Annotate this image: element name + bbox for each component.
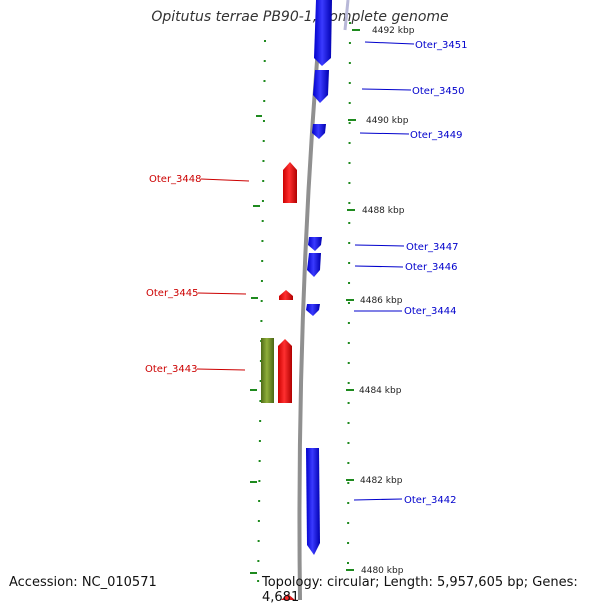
tick-4480: 4480 kbp <box>346 566 404 576</box>
gene-oter-3443[interactable] <box>278 339 292 403</box>
outer-dotted-track <box>347 21 351 566</box>
tick-4484: 4484 kbp <box>346 386 402 396</box>
gene-oter-3451[interactable] <box>314 0 332 66</box>
svg-text:4488 kbp: 4488 kbp <box>362 206 405 216</box>
svg-text:4492 kbp: 4492 kbp <box>372 26 415 36</box>
svg-text:Oter_3442: Oter_3442 <box>404 495 457 506</box>
tick-4488: 4488 kbp <box>347 206 405 216</box>
gene-oter-3445[interactable] <box>279 290 293 300</box>
svg-text:4490 kbp: 4490 kbp <box>366 116 409 126</box>
feature-green-block[interactable] <box>261 338 274 403</box>
genome-backbone-top <box>343 0 350 31</box>
gene-bottom-partial[interactable] <box>281 594 295 600</box>
inner-dotted-track <box>257 39 266 591</box>
label-oter-3447[interactable]: Oter_3447 <box>354 242 459 253</box>
tick-4492: 4492 kbp <box>352 26 415 36</box>
tick-4490: 4490 kbp <box>348 116 409 126</box>
gene-oter-3449[interactable] <box>312 124 326 139</box>
label-oter-3445[interactable]: Oter_3445 <box>146 288 247 299</box>
svg-text:Oter_3445: Oter_3445 <box>146 288 199 299</box>
label-oter-3446[interactable]: Oter_3446 <box>354 262 458 273</box>
svg-text:4480 kbp: 4480 kbp <box>361 566 404 576</box>
inner-ticks <box>250 115 262 574</box>
svg-text:Oter_3448: Oter_3448 <box>149 174 202 185</box>
svg-text:Oter_3449: Oter_3449 <box>410 130 463 141</box>
gene-oter-3446[interactable] <box>307 253 321 277</box>
gene-oter-3450[interactable] <box>313 70 329 103</box>
svg-text:Oter_3451: Oter_3451 <box>415 40 468 51</box>
gene-oter-3448[interactable] <box>283 162 297 203</box>
svg-text:Oter_3443: Oter_3443 <box>145 364 198 375</box>
tick-4486: 4486 kbp <box>346 296 403 306</box>
svg-text:4482 kbp: 4482 kbp <box>360 476 403 486</box>
label-oter-3448[interactable]: Oter_3448 <box>149 174 250 185</box>
svg-text:Oter_3450: Oter_3450 <box>412 86 465 97</box>
genome-title: Opitutus terrae PB90-1, complete genome <box>151 9 449 25</box>
label-oter-3449[interactable]: Oter_3449 <box>359 130 463 141</box>
label-oter-3443[interactable]: Oter_3443 <box>145 364 246 375</box>
gene-oter-3447[interactable] <box>308 237 322 251</box>
accession-text: Accession: NC_010571 <box>9 575 157 590</box>
svg-text:Oter_3446: Oter_3446 <box>405 262 458 273</box>
gene-oter-3444[interactable] <box>306 304 320 316</box>
svg-text:Oter_3447: Oter_3447 <box>406 242 459 253</box>
svg-text:4484 kbp: 4484 kbp <box>359 386 402 396</box>
svg-text:Oter_3444: Oter_3444 <box>404 306 457 317</box>
gene-oter-3442[interactable] <box>306 448 320 555</box>
svg-text:4486 kbp: 4486 kbp <box>360 296 403 306</box>
label-oter-3442[interactable]: Oter_3442 <box>353 495 457 506</box>
label-oter-3450[interactable]: Oter_3450 <box>361 86 465 97</box>
label-oter-3451[interactable]: Oter_3451 <box>364 40 468 51</box>
genome-summary-text: Topology: circular; Length: 5,957,605 bp… <box>262 575 578 605</box>
tick-4482: 4482 kbp <box>346 476 403 486</box>
label-oter-3444[interactable]: Oter_3444 <box>354 306 457 317</box>
